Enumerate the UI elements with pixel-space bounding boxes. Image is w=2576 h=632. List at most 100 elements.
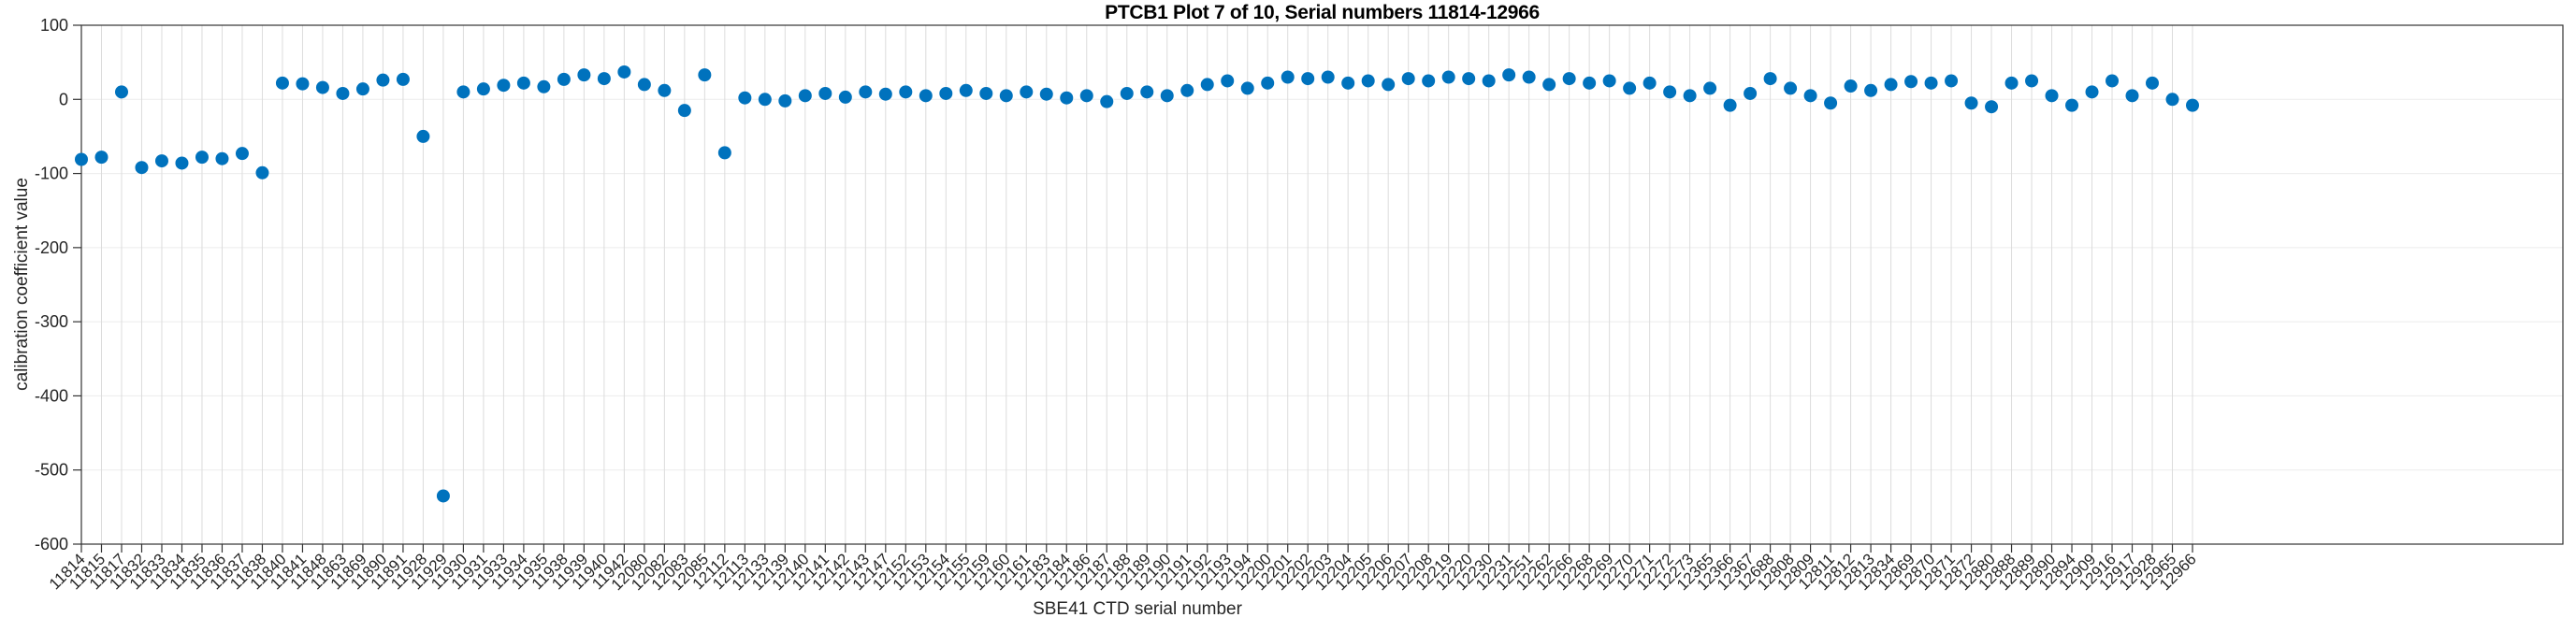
data-point [1221, 74, 1235, 88]
y-tick-label: -100 [35, 165, 68, 183]
data-point [677, 104, 691, 118]
data-point [2165, 93, 2179, 107]
data-point [1763, 72, 1777, 86]
data-point [778, 93, 792, 108]
data-point [2106, 74, 2120, 88]
data-point [1884, 78, 1898, 92]
y-tick-label: -500 [35, 461, 68, 480]
data-point [1683, 89, 1697, 103]
data-point [94, 151, 109, 165]
data-point [1120, 86, 1134, 100]
y-tick-label: -600 [35, 535, 68, 553]
data-point [959, 83, 973, 97]
data-point [899, 85, 913, 99]
data-point [436, 489, 450, 503]
data-point [1462, 72, 1476, 86]
data-point [315, 80, 329, 94]
data-point [416, 129, 430, 143]
data-point [135, 161, 149, 175]
data-point [1200, 78, 1214, 92]
data-point [1261, 76, 1275, 90]
data-point [2004, 76, 2019, 90]
y-tick-label: -200 [35, 238, 68, 257]
data-point [617, 65, 631, 79]
y-tick-label: -400 [35, 386, 68, 405]
data-point [1281, 70, 1295, 84]
data-point [1945, 74, 1959, 88]
data-point [2125, 89, 2139, 103]
data-point [275, 76, 289, 90]
data-point [255, 165, 269, 180]
data-point [1723, 98, 1737, 112]
data-point [1401, 72, 1415, 86]
data-point [1744, 86, 1758, 100]
data-point [175, 156, 189, 170]
data-point [296, 77, 310, 91]
data-point [1060, 91, 1074, 105]
data-point [456, 85, 470, 99]
data-point [336, 86, 350, 100]
data-point [1583, 76, 1597, 90]
data-point [1382, 78, 1396, 92]
data-point [1341, 76, 1355, 90]
data-point [1784, 81, 1798, 95]
data-point [1301, 72, 1315, 86]
data-point [2045, 89, 2059, 103]
data-point [838, 90, 852, 104]
data-point [1240, 81, 1254, 95]
data-point [1020, 85, 1034, 99]
data-point [355, 82, 369, 96]
data-point [859, 85, 873, 99]
data-point [376, 73, 390, 87]
data-point [1502, 68, 1516, 82]
data-point [1522, 70, 1536, 84]
data-point [698, 68, 712, 82]
data-point [2085, 85, 2099, 99]
data-point [75, 152, 88, 166]
data-point [1180, 83, 1194, 97]
data-point [537, 79, 551, 93]
data-point [1140, 85, 1154, 99]
y-tick-label: 0 [59, 90, 68, 108]
data-point [758, 93, 772, 107]
data-point [979, 86, 993, 100]
data-point [1643, 76, 1657, 90]
data-point [1160, 89, 1174, 103]
data-point [1361, 74, 1375, 88]
data-point [658, 83, 672, 97]
data-point [2146, 76, 2160, 90]
data-point [1482, 74, 1496, 88]
plot-box [80, 24, 2564, 545]
data-point [2186, 98, 2199, 112]
data-point [637, 78, 651, 92]
data-point [1964, 96, 1978, 110]
data-point [1321, 70, 1335, 84]
data-point [1039, 87, 1053, 101]
data-point [1803, 89, 1817, 103]
x-axis-label: SBE41 CTD serial number [1033, 599, 1242, 619]
data-point [154, 154, 168, 168]
data-point [497, 79, 511, 93]
data-point [1602, 74, 1616, 88]
data-point [717, 146, 731, 160]
data-point [2025, 74, 2039, 88]
data-point [919, 89, 933, 103]
data-point [1985, 100, 1999, 114]
data-point [476, 82, 490, 96]
y-axis-label: calibration coefficient value [12, 178, 32, 391]
data-point [939, 86, 953, 100]
data-point [215, 151, 229, 165]
data-point [1904, 75, 1918, 89]
data-point [1824, 96, 1838, 110]
plot-title: PTCB1 Plot 7 of 10, Serial numbers 11814… [1105, 2, 1540, 23]
data-point [235, 147, 249, 161]
data-point [818, 86, 832, 100]
data-point [999, 89, 1013, 103]
data-point [1663, 85, 1677, 99]
data-point [195, 151, 209, 165]
data-point [1422, 74, 1436, 88]
data-point [1562, 72, 1576, 86]
y-tick-label: 100 [40, 16, 68, 35]
data-point [396, 72, 410, 86]
